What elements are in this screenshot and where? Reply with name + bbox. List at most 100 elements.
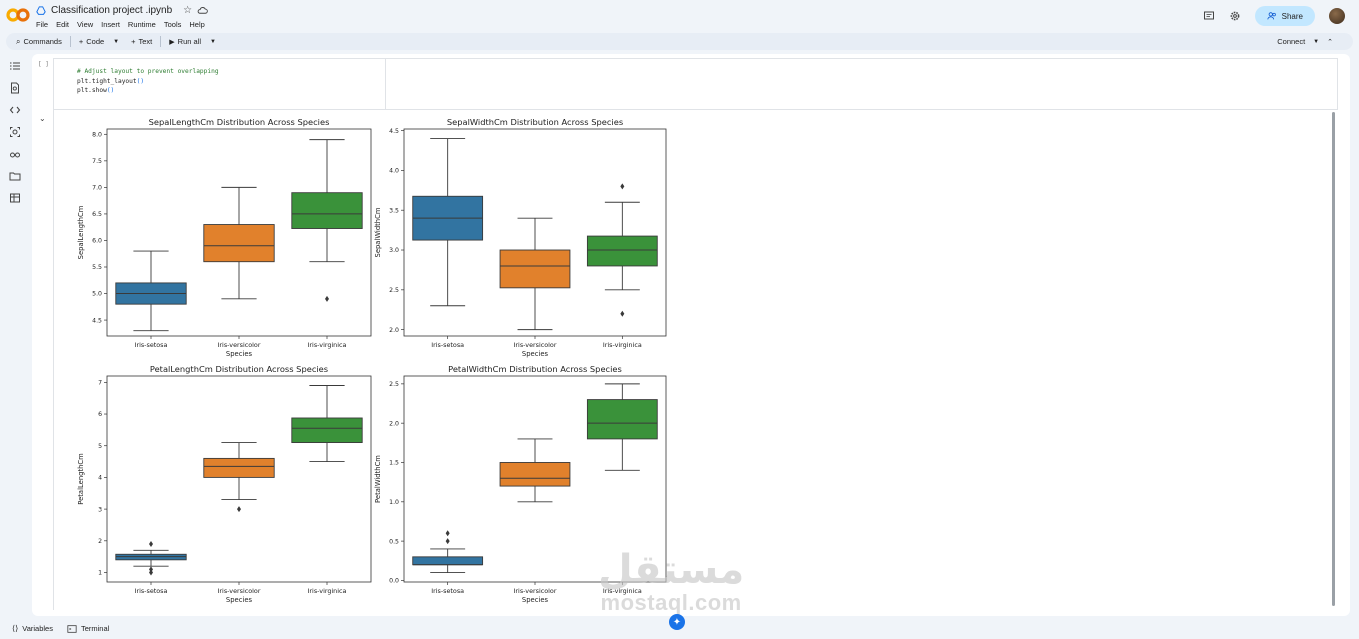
commands-label: Commands (23, 37, 62, 46)
output-border (53, 110, 54, 610)
outlier-point (325, 295, 329, 302)
notebook-title[interactable]: Classification project .ipynb (51, 5, 173, 16)
y-axis-label: PetalWidthCm (374, 455, 382, 503)
cloud-icon[interactable] (197, 5, 208, 16)
chevron-down-icon[interactable]: ▼ (210, 38, 216, 45)
y-tick-label: 7 (98, 380, 102, 387)
add-text-button[interactable]: + Text (127, 37, 156, 46)
menu-view[interactable]: View (77, 20, 94, 29)
chart-title: SepalWidthCm Distribution Across Species (447, 117, 623, 127)
terminal-label: Terminal (80, 624, 110, 633)
box-iris-virginica (291, 417, 363, 444)
table-icon[interactable] (8, 192, 22, 204)
commands-button[interactable]: ⌕ Commands (12, 37, 66, 47)
y-tick-label: 5.5 (92, 264, 102, 271)
menu-runtime[interactable]: Runtime (127, 20, 156, 29)
code-snippets-icon[interactable] (8, 104, 22, 116)
code-cell[interactable] (53, 58, 1338, 110)
y-tick-label: 6 (98, 411, 102, 418)
y-axis-label: SepalWidthCm (374, 207, 382, 257)
menu-help[interactable]: Help (189, 20, 205, 29)
find-icon[interactable] (8, 82, 22, 94)
code-editor[interactable]: # Adjust layout to prevent overlapping p… (77, 67, 219, 96)
share-button[interactable]: Share (1254, 6, 1315, 26)
menu-tools[interactable]: Tools (163, 20, 182, 29)
toolbar-divider (160, 36, 162, 47)
y-tick-label: 6.5 (92, 211, 102, 218)
y-tick-label: 1.0 (389, 499, 399, 506)
y-tick-label: 6.0 (92, 238, 102, 245)
comment-icon[interactable] (1203, 10, 1215, 22)
connect-label[interactable]: Connect (1277, 37, 1306, 46)
y-tick-label: 2.5 (389, 287, 399, 294)
x-tick-label: Iris-versicolor (514, 587, 557, 595)
terminal-button[interactable]: Terminal (67, 624, 109, 634)
y-tick-label: 2.5 (389, 381, 399, 388)
code-label: Code (86, 37, 105, 46)
outlier-point (237, 506, 241, 513)
outlier-point (149, 540, 153, 547)
menu-file[interactable]: File (36, 20, 49, 29)
box-iris-versicolor (499, 249, 571, 289)
add-code-button[interactable]: + Code ▼ (75, 37, 123, 46)
toolbar-divider (69, 36, 71, 47)
x-tick-label: Iris-setosa (431, 341, 464, 349)
colab-logo (6, 8, 30, 22)
watermark: مستقل mostaql.com (598, 548, 744, 614)
box-iris-virginica (586, 399, 658, 440)
cell-divider (385, 58, 386, 110)
notebook-toolbar: ⌕ Commands + Code ▼ + Text ▶ Run all ▼ C… (6, 33, 1353, 50)
box-iris-virginica (291, 192, 363, 229)
box-iris-versicolor (499, 462, 571, 487)
y-tick-label: 4 (98, 475, 102, 482)
chart-title: PetalWidthCm Distribution Across Species (448, 364, 622, 374)
folder-icon[interactable] (8, 170, 22, 182)
outlier-point (445, 538, 450, 545)
chevron-down-icon[interactable]: ▼ (1313, 38, 1320, 45)
outlier-point (445, 530, 450, 537)
y-tick-label: 2 (98, 538, 102, 545)
y-tick-label: 3.5 (389, 207, 399, 214)
x-tick-label: Iris-versicolor (218, 587, 261, 595)
collapse-header-icon[interactable]: ⌃ (1327, 38, 1333, 46)
chart-title: PetalLengthCm Distribution Across Specie… (150, 364, 328, 374)
box-iris-virginica (586, 235, 658, 267)
table-of-contents-icon[interactable] (8, 60, 22, 72)
y-tick-label: 8.0 (92, 132, 102, 139)
secrets-key-icon[interactable] (8, 126, 22, 138)
settings-gear-icon[interactable] (1229, 10, 1241, 22)
drive-icon (36, 5, 46, 15)
outlier-point (149, 566, 153, 573)
outlier-point (149, 569, 153, 576)
y-tick-label: 0.5 (389, 538, 399, 545)
x-tick-label: Iris-setosa (135, 587, 168, 595)
chevron-down-icon[interactable]: ▼ (113, 38, 120, 45)
outlier-point (620, 183, 625, 190)
run-all-button[interactable]: ▶ Run all ▼ (165, 37, 220, 46)
collapse-output-icon[interactable]: ⌄ (39, 114, 46, 123)
y-tick-label: 3 (98, 506, 102, 513)
connect-runtime[interactable]: Connect ▼ ⌃ (1277, 37, 1347, 46)
y-tick-label: 5 (98, 443, 102, 450)
y-tick-label: 1 (98, 570, 102, 577)
data-explorer-icon[interactable] (8, 148, 22, 160)
x-axis-label: Species (226, 596, 253, 604)
play-icon: ▶ (169, 38, 175, 46)
avatar[interactable] (1329, 8, 1345, 24)
star-icon[interactable]: ☆ (183, 5, 193, 16)
variables-label: Variables (22, 624, 53, 633)
x-tick-label: Iris-virginica (603, 341, 642, 349)
output-scrollbar[interactable] (1332, 112, 1335, 606)
x-tick-label: Iris-setosa (135, 341, 168, 349)
x-tick-label: Iris-virginica (308, 587, 347, 595)
variables-button[interactable]: ⟨⟩ Variables (12, 624, 53, 633)
gemini-sparkle-icon[interactable]: ✦ (669, 614, 685, 630)
menu-bar: File Edit View Insert Runtime Tools Help (36, 20, 205, 29)
boxplot-figure: SepalLengthCm Distribution Across Specie… (77, 117, 667, 604)
x-tick-label: Iris-versicolor (514, 341, 557, 349)
menu-insert[interactable]: Insert (101, 20, 120, 29)
x-axis-label: Species (522, 350, 549, 358)
run-cell-button[interactable]: [ ] (38, 61, 49, 68)
menu-edit[interactable]: Edit (56, 20, 70, 29)
x-tick-label: Iris-virginica (603, 587, 642, 595)
